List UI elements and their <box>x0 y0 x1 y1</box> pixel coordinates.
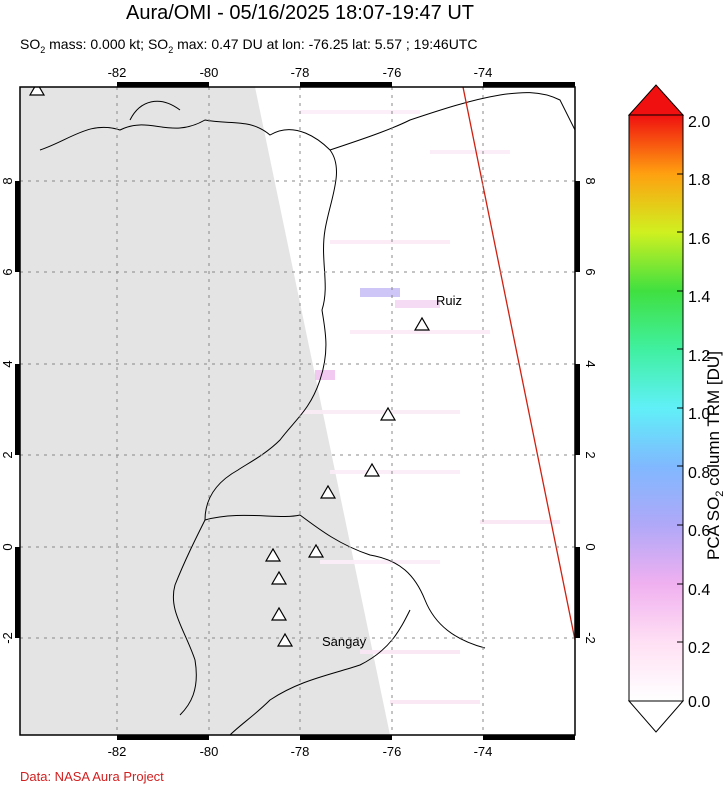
volcano-marker <box>270 570 288 585</box>
lon-tick-label: -80 <box>200 744 219 759</box>
lat-tick-label: 2 <box>0 451 15 458</box>
colorbar-tick-label: 0.0 <box>688 694 710 711</box>
volcano-marker <box>28 87 46 96</box>
colorbar-tick-label: 1.8 <box>688 172 710 189</box>
lon-tick-label: -78 <box>291 744 310 759</box>
lon-tick-label: -76 <box>383 65 402 80</box>
volcano-label-ruiz: Ruiz <box>436 293 462 308</box>
volcano-markers <box>28 87 431 647</box>
lon-tick-label: -74 <box>474 65 493 80</box>
lat-tick-label: -2 <box>583 632 598 644</box>
volcano-label-sangay: Sangay <box>322 634 367 649</box>
colorbar-gradient <box>628 114 684 702</box>
lat-tick-label: 4 <box>0 360 15 367</box>
lat-tick-label: 6 <box>583 268 598 275</box>
colorbar-tick-label: 0.4 <box>688 582 710 599</box>
so2-mass-text: mass: 0.000 kt; SO <box>45 36 169 52</box>
map-title: Aura/OMI - 05/16/2025 18:07-19:47 UT <box>126 2 474 24</box>
lat-tick-label: -2 <box>0 632 15 644</box>
lat-tick-label: 4 <box>583 360 598 367</box>
volcano-marker <box>307 543 325 558</box>
colorbar-label: PCA SO2 column TRM [DU] <box>704 351 726 560</box>
lon-tick-label: -78 <box>291 65 310 80</box>
colorbar: 2.0 1.8 1.6 1.4 1.2 1.0 0.8 0.6 0.4 0.2 … <box>627 84 710 733</box>
lat-tick-label: 8 <box>583 177 598 184</box>
colorbar-tick-label: 0.8 <box>688 465 710 482</box>
lon-tick-label: -76 <box>383 744 402 759</box>
coastlines <box>39 92 575 735</box>
colorbar-tick-label: 1.6 <box>688 231 710 248</box>
volcano-marker <box>379 406 397 421</box>
colorbar-top-arrow <box>627 84 685 116</box>
lat-tick-label: 0 <box>583 543 598 550</box>
frame-ticks <box>15 82 580 740</box>
volcano-marker <box>264 547 282 562</box>
so2-pixels <box>300 110 560 704</box>
lat-tick-label: 2 <box>583 451 598 458</box>
colorbar-tick-label: 1.4 <box>688 289 710 306</box>
colorbar-tick-label: 0.6 <box>688 523 710 540</box>
volcano-marker <box>363 462 381 477</box>
lon-tick-label: -82 <box>108 65 127 80</box>
volcano-marker <box>413 316 431 331</box>
so2-max-text: max: 0.47 DU at lon: -76.25 lat: 5.57 ; … <box>173 36 478 52</box>
lon-tick-label: -82 <box>108 744 127 759</box>
so2-subscript: 2 <box>40 44 46 55</box>
data-credit: Data: NASA Aura Project <box>20 769 164 784</box>
colorbar-tick-label: 0.2 <box>688 640 710 657</box>
lat-tick-label: 8 <box>0 177 15 184</box>
lon-tick-label: -80 <box>200 65 219 80</box>
colorbar-tick-label: 1.2 <box>688 348 710 365</box>
so2-label: SO <box>20 36 41 52</box>
volcano-marker <box>270 606 288 621</box>
colorbar-tick-label: 2.0 <box>688 114 710 131</box>
colorbar-bottom-arrow <box>627 700 685 733</box>
volcano-marker <box>276 632 294 647</box>
volcano-marker <box>319 484 337 499</box>
no-data-region <box>20 87 390 735</box>
map-subtitle: SO2 mass: 0.000 kt; SO2 max: 0.47 DU at … <box>20 36 477 55</box>
lat-tick-label: 6 <box>0 268 15 275</box>
so2-subscript-2: 2 <box>168 44 174 55</box>
lat-tick-label: 0 <box>0 543 15 550</box>
lon-tick-label: -74 <box>474 744 493 759</box>
colorbar-tick-label: 1.0 <box>688 406 710 423</box>
